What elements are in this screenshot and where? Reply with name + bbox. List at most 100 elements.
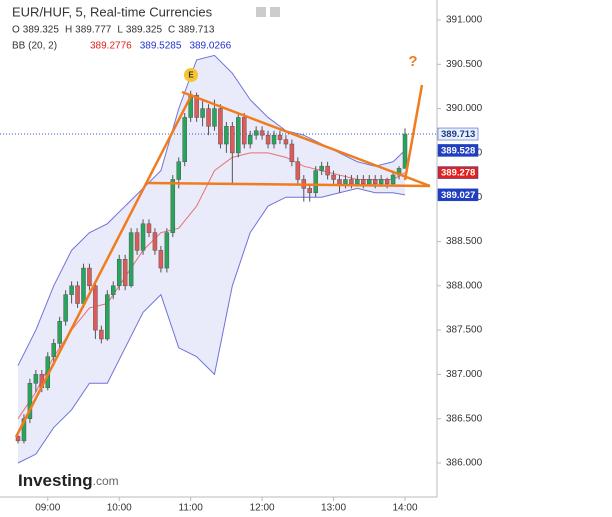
candle-body [230, 126, 235, 154]
price-badge-label: 389.278 [441, 168, 475, 179]
candle-body [105, 294, 110, 340]
candle-body [289, 143, 295, 163]
candle-body [367, 179, 372, 185]
trend-line [403, 84, 424, 181]
candle-body [271, 134, 277, 145]
candle-body [384, 179, 390, 185]
candle-body [170, 179, 176, 233]
candle-body [241, 117, 247, 145]
y-tick-label: 387.500 [446, 325, 483, 336]
candle-body [349, 179, 354, 185]
price-badge [437, 144, 479, 157]
candle-body [69, 285, 74, 295]
candle-body [277, 134, 283, 140]
candle-body [253, 130, 259, 136]
trend-drawings [14, 84, 431, 438]
annotation: ? [408, 53, 417, 70]
price-badge-label: 389.713 [441, 129, 475, 140]
x-tick-label: 13:00 [321, 503, 346, 514]
y-tick-label: 390.500 [446, 59, 483, 70]
y-tick-label: 386.000 [446, 458, 483, 469]
x-tick-label: 14:00 [392, 503, 417, 514]
candle-body [313, 170, 318, 194]
candle-body [259, 130, 265, 136]
event-marker-icon[interactable] [184, 68, 198, 82]
candle-body [319, 165, 324, 171]
candle-body [99, 329, 104, 340]
candle-body [390, 174, 396, 185]
ohlc-value: 389.325 [126, 25, 163, 36]
logo-suffix: .com [93, 474, 119, 488]
candle-body [152, 232, 158, 251]
candle-body [218, 108, 223, 145]
indicator-label: BB (20, 2) [12, 41, 57, 52]
candle-body [236, 117, 241, 154]
candle-body [51, 343, 56, 357]
y-tick-label: 388.500 [446, 236, 483, 247]
candle-body [57, 320, 62, 344]
candle-body [146, 223, 152, 233]
ohlc-value: 389.325 [23, 25, 60, 36]
candle-body [212, 108, 217, 127]
ohlc-key: C [168, 25, 175, 36]
indicator-value: 389.5285 [140, 41, 182, 52]
price-badge [437, 127, 479, 141]
logo: Investing.com [18, 471, 119, 490]
x-tick-label: 10:00 [107, 503, 132, 514]
price-badge [437, 188, 479, 202]
candle-body [33, 374, 39, 384]
candle-body [122, 258, 128, 287]
candle-body [206, 108, 211, 127]
y-tick-label: 386.500 [446, 413, 483, 424]
candle-body [331, 174, 336, 180]
candle-body [265, 134, 271, 145]
candle-body [402, 133, 408, 169]
candle-body [283, 139, 289, 145]
candle-body [295, 161, 301, 180]
plot [0, 54, 437, 464]
candle-body [247, 134, 253, 145]
y-tick-label: 387.000 [446, 369, 483, 380]
price-badge [437, 166, 479, 179]
candle-body [164, 232, 170, 269]
candle-body [87, 267, 92, 287]
candle-body [200, 108, 205, 118]
candle-body [343, 179, 348, 185]
candle-body [93, 285, 98, 331]
y-tick-label: 390.000 [446, 103, 483, 114]
ohlc-key: O [12, 25, 20, 36]
candle-body [75, 285, 80, 304]
settings-icon[interactable] [256, 7, 266, 17]
x-tick-label: 12:00 [250, 503, 275, 514]
price-badge-label: 389.528 [441, 145, 475, 156]
band-line [17, 187, 406, 464]
candle-body [128, 232, 134, 287]
candle-body [176, 161, 182, 180]
candle-body [355, 179, 360, 185]
ohlc-key: H [65, 25, 72, 36]
ohlc-value: 389.713 [178, 25, 215, 36]
close-icon[interactable] [270, 7, 280, 17]
logo-main: Investing [18, 471, 93, 490]
candle-body [158, 250, 164, 269]
candle-body [224, 126, 229, 145]
price-badge-label: 389.027 [441, 190, 475, 201]
candle-body [63, 294, 68, 322]
x-tick-label: 09:00 [35, 503, 60, 514]
candle-body [81, 267, 86, 304]
candle-body [325, 165, 330, 176]
candle-body [27, 383, 33, 419]
trend-line [147, 181, 431, 188]
indicator-value: 389.2776 [90, 41, 132, 52]
y-tick-label: 388.000 [446, 280, 483, 291]
chart-title: EUR/HUF, 5, Real-time Currencies [12, 4, 213, 19]
event-marker[interactable]: E [188, 71, 194, 80]
candle-body [361, 179, 366, 185]
ohlc-value: 389.777 [75, 25, 112, 36]
candle-body [116, 258, 122, 287]
y-tick-label: 391.000 [446, 15, 483, 26]
candle-body [21, 418, 27, 442]
candle-body [134, 232, 140, 251]
